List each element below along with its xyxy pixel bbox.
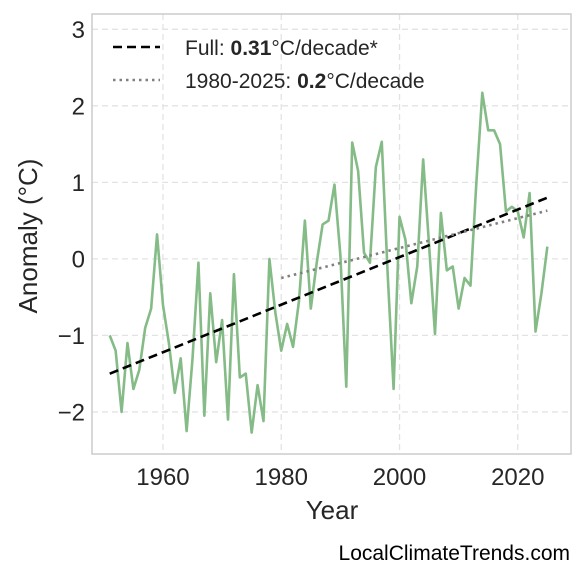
legend-full-prefix: Full: (185, 37, 231, 60)
legend: Full: 0.31°C/decade* 1980-2025: 0.2°C/de… (113, 37, 425, 93)
y-tick-labels: −2 −1 0 1 2 3 (58, 17, 85, 427)
y-tick-label: 2 (72, 93, 85, 120)
x-tick-labels: 1960 1980 2000 2020 (136, 464, 544, 491)
legend-recent-prefix: 1980-2025: (185, 70, 297, 93)
legend-full-suffix: °C/decade* (271, 37, 377, 60)
recent-trend-line (280, 209, 548, 280)
x-tick-label: 2020 (491, 464, 544, 491)
x-axis-title: Year (306, 495, 359, 525)
x-tick-label: 1960 (136, 464, 189, 491)
legend-recent-suffix: °C/decade (326, 70, 424, 93)
y-axis-title: Anomaly (°C) (13, 159, 43, 314)
y-tick-label: 0 (72, 246, 85, 273)
x-tick-label: 2000 (373, 464, 426, 491)
legend-recent-value: 0.2 (297, 70, 326, 93)
y-tick-label: −2 (58, 399, 85, 426)
y-tick-label: 3 (72, 17, 85, 44)
plot-frame (91, 13, 572, 455)
y-tick-label: −1 (58, 323, 85, 350)
full-trend-line (109, 196, 548, 375)
legend-full-value: 0.31 (231, 37, 272, 60)
legend-full-label: Full: 0.31°C/decade* (185, 37, 378, 60)
series-lines (108, 91, 549, 434)
y-tick-label: 1 (72, 170, 85, 197)
legend-recent-label: 1980-2025: 0.2°C/decade (185, 70, 425, 93)
anomaly-series-line (108, 91, 549, 434)
x-tick-label: 1980 (255, 464, 308, 491)
watermark: LocalClimateTrends.com (339, 542, 570, 565)
